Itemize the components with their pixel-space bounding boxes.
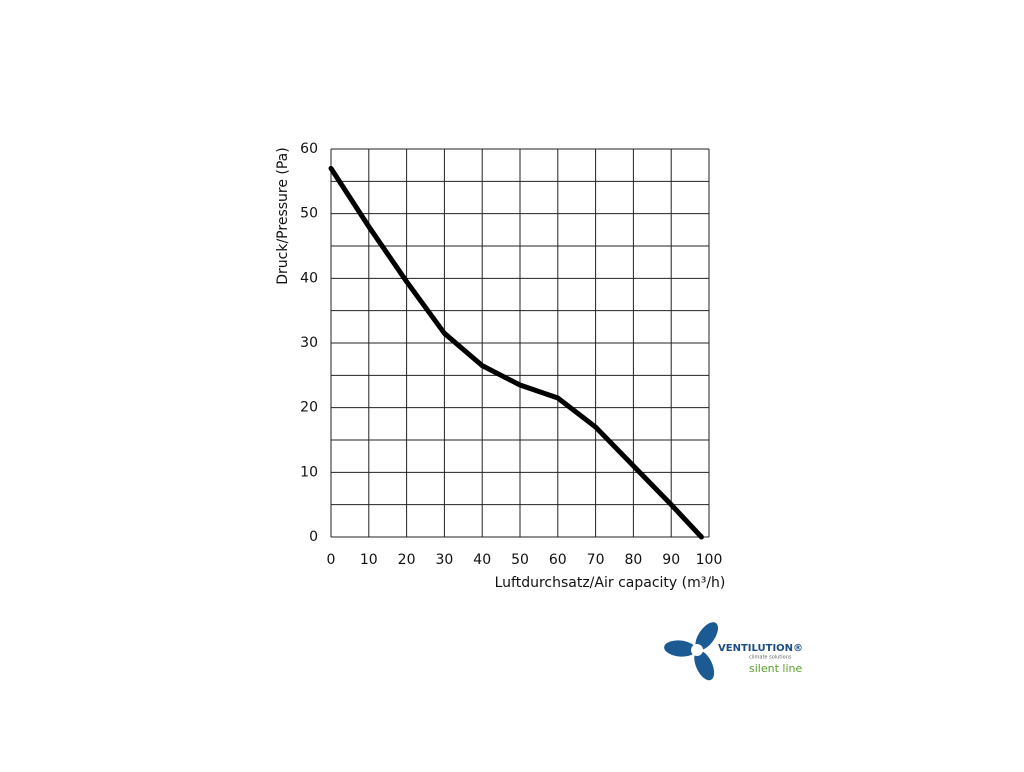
y-tick-label: 30	[300, 335, 318, 351]
x-axis-label: Luftdurchsatz/Air capacity (m³/h)	[495, 575, 726, 591]
y-tick-label: 10	[300, 464, 318, 480]
y-tick-label: 60	[300, 141, 318, 157]
x-tick-label: 90	[662, 552, 680, 568]
x-tick-label: 50	[511, 552, 529, 568]
y-tick-label: 20	[300, 400, 318, 416]
logo-blade	[664, 640, 697, 657]
y-tick-label: 50	[300, 206, 318, 222]
y-tick-label: 0	[309, 529, 318, 545]
logo-blade	[695, 622, 719, 650]
logo-blade	[694, 650, 715, 681]
data-line	[328, 165, 704, 540]
x-tick-label: 30	[435, 552, 453, 568]
x-tick-label: 70	[587, 552, 605, 568]
logo-tagline: climate solutions	[749, 655, 792, 661]
x-tick-label: 100	[696, 552, 723, 568]
x-tick-label: 60	[549, 552, 567, 568]
y-tick-label: 40	[300, 270, 318, 286]
x-tick-label: 0	[327, 552, 336, 568]
x-tick-label: 20	[398, 552, 416, 568]
x-tick-label: 80	[624, 552, 642, 568]
y-axis-label: Druck/Pressure (Pa)	[275, 147, 291, 284]
x-tick-label: 40	[473, 552, 491, 568]
logo-line: silent line	[749, 662, 802, 675]
x-tick-label: 10	[360, 552, 378, 568]
logo-brand: VENTILUTION®	[718, 643, 803, 654]
logo: VENTILUTION® climate solutions silent li…	[664, 622, 803, 681]
